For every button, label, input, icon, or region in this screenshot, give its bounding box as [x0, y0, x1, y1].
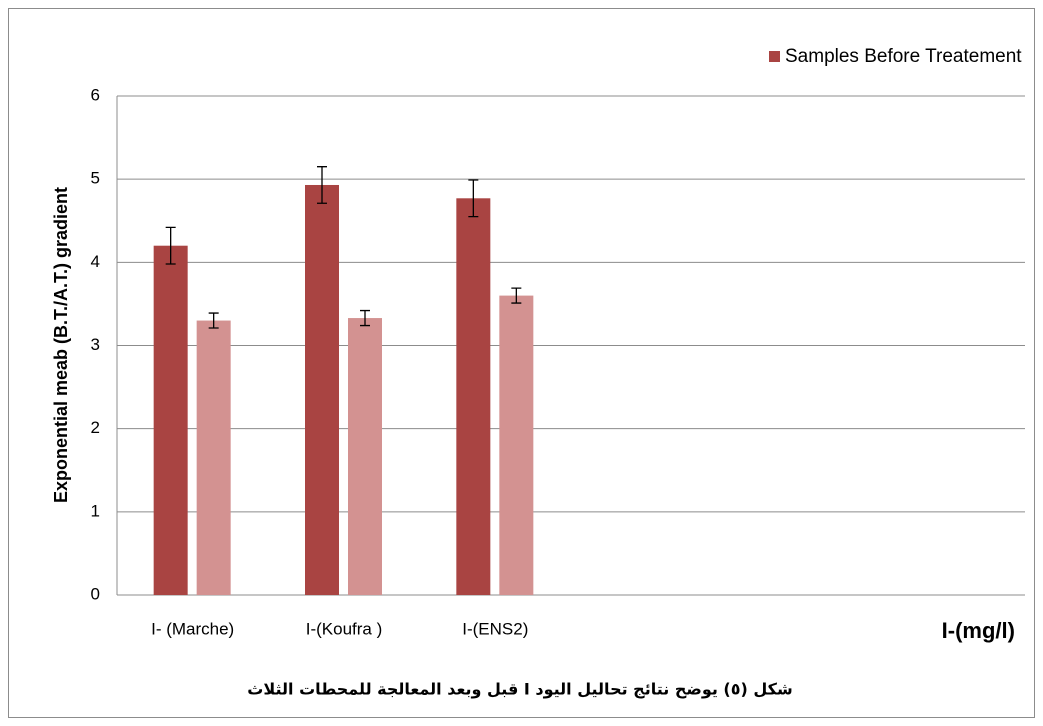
y-tick-label: 5 — [91, 169, 100, 188]
caption: شكل (٥) يوضح نتائج تحاليل اليود I قبل وب… — [247, 680, 792, 699]
x-tick-label: I- (Marche) — [151, 619, 234, 638]
error-bar — [317, 166, 327, 204]
error-bar — [208, 312, 219, 329]
y-axis-label: Exponential meab (B.T./A.T.) gradient — [51, 187, 71, 503]
legend-swatch — [769, 51, 780, 62]
y-tick-label: 6 — [91, 85, 100, 104]
bar — [196, 320, 231, 595]
error-bar — [360, 309, 370, 327]
error-bar — [511, 287, 522, 304]
y-tick-label: 3 — [91, 335, 100, 354]
error-bar — [165, 226, 176, 265]
y-tick-label: 0 — [91, 584, 100, 603]
x-axis-label: I-(mg/l) — [942, 618, 1015, 643]
bar — [499, 295, 534, 595]
y-tick-label: 1 — [91, 501, 100, 520]
y-tick-label: 4 — [91, 252, 100, 271]
error-bar — [468, 179, 479, 218]
bar — [153, 245, 188, 595]
y-tick-label: 2 — [91, 418, 100, 437]
x-tick-label: I-(Koufra ) — [306, 619, 383, 638]
bar — [348, 318, 382, 595]
legend-label: Samples Before Treatement — [785, 46, 1022, 67]
x-tick-label: I-(ENS2) — [462, 619, 528, 638]
bar — [456, 198, 491, 596]
bar — [305, 184, 339, 595]
